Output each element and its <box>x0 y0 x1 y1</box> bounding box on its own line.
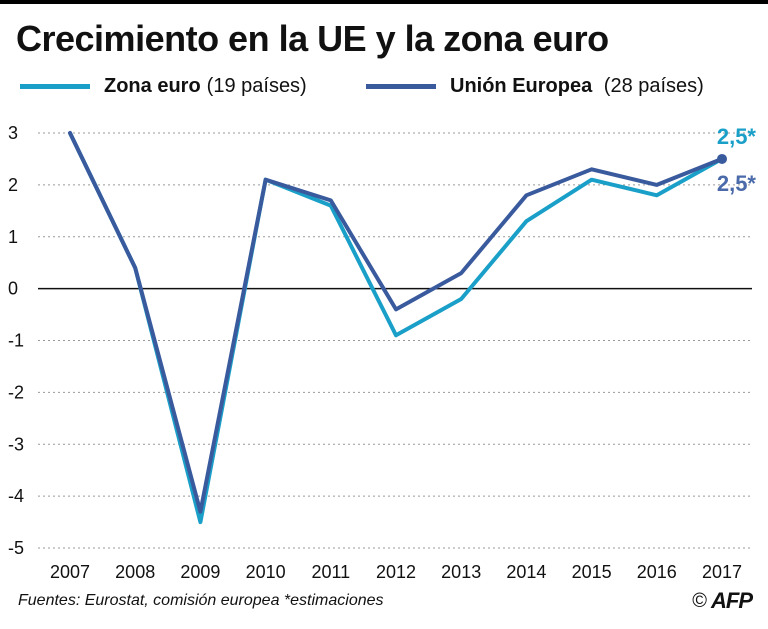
chart-title: Crecimiento en la UE y la zona euro <box>16 18 609 59</box>
x-tick-label: 2010 <box>246 562 286 582</box>
x-tick-label: 2007 <box>50 562 90 582</box>
x-tick-label: 2015 <box>572 562 612 582</box>
x-tick-label: 2013 <box>441 562 481 582</box>
legend-detail-union-europea: (28 países) <box>598 74 704 97</box>
y-tick-label: -2 <box>8 382 24 402</box>
legend-detail-zona-euro: (19 países) <box>206 74 307 97</box>
x-tick-label: 2017 <box>702 562 742 582</box>
x-tick-label: 2008 <box>115 562 155 582</box>
x-tick-label: 2011 <box>311 562 350 582</box>
y-tick-label: -4 <box>8 486 24 506</box>
x-tick-label: 2009 <box>180 562 220 582</box>
x-tick-label: 2016 <box>637 562 677 582</box>
y-tick-label: 1 <box>8 227 18 247</box>
copyright-symbol: © <box>692 589 707 612</box>
afp-logo-text: AFP <box>711 588 753 613</box>
y-tick-label: -5 <box>8 538 24 558</box>
y-tick-label: -1 <box>8 331 24 351</box>
series-line-union-europea <box>68 131 724 514</box>
line-chart: 3 2 1 0 -1 -2 -3 -4 -5 2007 2008 2009 2010 2011 2012 20… <box>8 123 757 582</box>
series-line-zona-euro <box>68 131 724 525</box>
legend-item-zona-euro: Zona euro (19 países) <box>20 72 307 100</box>
y-tick-label: -3 <box>8 434 24 454</box>
annotation-union-europea: 2,5* <box>717 171 757 196</box>
source-note: Fuentes: Eurostat, comisión europea *est… <box>18 592 384 609</box>
x-tick-label: 2012 <box>376 562 416 582</box>
x-tick-label: 2014 <box>506 562 546 582</box>
y-tick-label: 2 <box>8 175 18 195</box>
y-tick-label: 3 <box>8 123 18 143</box>
end-point-marker <box>717 153 727 164</box>
legend-swatch-zona-euro <box>20 83 90 89</box>
legend-swatch-union-europea <box>366 83 436 89</box>
annotation-zona-euro: 2,5* <box>717 124 757 149</box>
afp-logo: © AFP <box>692 588 753 614</box>
legend-label-union-europea: Unión Europea <box>450 74 593 97</box>
legend-label-zona-euro: Zona euro <box>104 74 201 97</box>
legend-item-union-europea: Unión Europea (28 países) <box>366 72 704 100</box>
y-tick-label: 0 <box>8 279 18 299</box>
